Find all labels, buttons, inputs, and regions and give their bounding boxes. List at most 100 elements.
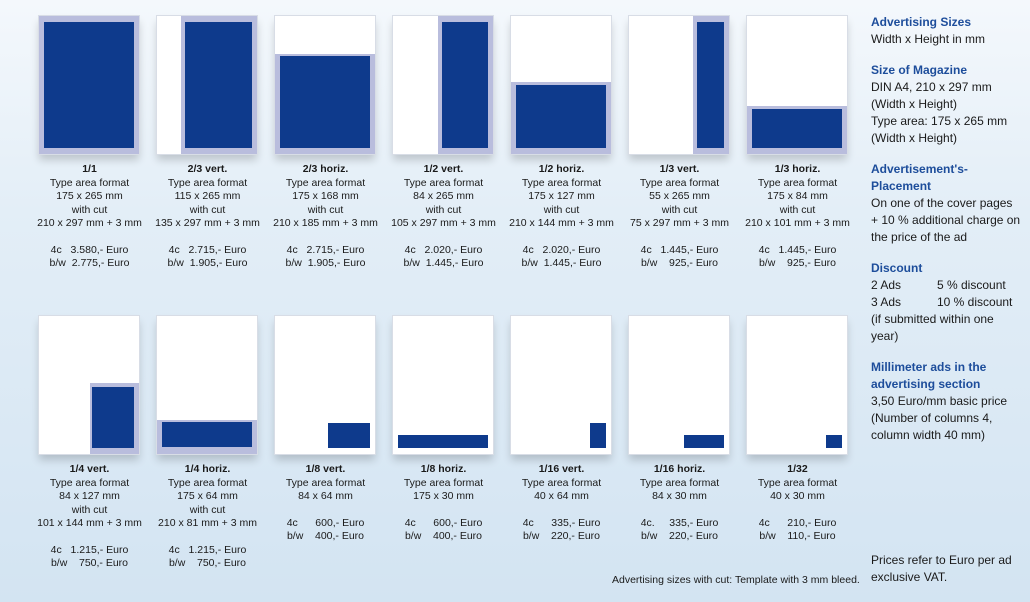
mm-heading: advertising section (871, 377, 981, 391)
format-type-area-label: Type area format (285, 176, 366, 189)
price-bw: b/w 750,- Euro (168, 557, 247, 569)
format-title: 1/8 vert. (305, 463, 346, 475)
discount-heading: Discount (871, 261, 923, 275)
magazine-heading: Size of Magazine (871, 63, 968, 77)
page-thumbnail (157, 16, 257, 154)
price-bw: b/w 220,- Euro (640, 530, 719, 542)
format-with-cut-label: with cut (71, 503, 108, 516)
format-with-cut-label: with cut (543, 203, 580, 216)
prices-line: Prices refer to Euro per ad (871, 553, 1012, 567)
format-cut-dims: 210 x 81 mm + 3 mm (158, 517, 257, 529)
format-title: 1/8 horiz. (420, 463, 467, 475)
magazine-line: (Width x Height) (871, 131, 958, 145)
format-card-1-4-vert: 1/4 vert. Type area format 84 x 127 mm w… (31, 316, 148, 571)
price-bw: b/w 400,- Euro (286, 530, 365, 542)
discount-qty: 3 Ads (871, 295, 902, 309)
format-with-cut-label: with cut (189, 503, 226, 516)
format-type-area-label: Type area format (639, 476, 720, 489)
price-4c: 4c 1.215,- Euro (168, 543, 247, 556)
format-title: 1/3 vert. (659, 163, 700, 175)
page-thumbnail (629, 316, 729, 454)
placement-heading: Advertisement's- (871, 162, 968, 176)
price-4c: 4c 600,- Euro (286, 516, 365, 529)
format-title: 1/2 vert. (423, 163, 464, 175)
page-thumbnail (39, 16, 139, 154)
magazine-line: DIN A4, 210 x 297 mm (871, 80, 992, 94)
price-4c: 4c 600,- Euro (404, 516, 483, 529)
format-title: 1/2 horiz. (538, 163, 585, 175)
mm-line: (Number of columns 4, (871, 411, 993, 425)
format-dims: 115 x 265 mm (174, 190, 241, 202)
magazine-line: (Width x Height) (871, 97, 958, 111)
price-4c: 4c 2.715,- Euro (168, 243, 247, 256)
page-thumbnail (39, 316, 139, 454)
sizes-heading: Advertising Sizes (871, 15, 972, 29)
page-thumbnail (511, 16, 611, 154)
placement-line: the price of the ad (871, 230, 968, 244)
discount-row: 3 Ads 10 % discount (871, 294, 1030, 311)
format-cut-dims: 101 x 144 mm + 3 mm (37, 517, 142, 529)
price-4c: 4c 2.020,- Euro (522, 243, 601, 256)
format-with-cut-label: with cut (71, 203, 108, 216)
price-bw: b/w 1.445,- Euro (521, 257, 602, 269)
price-4c: 4c 2.020,- Euro (404, 243, 483, 256)
placement-line: On one of the cover pages (871, 196, 1013, 210)
format-dims: 40 x 64 mm (534, 490, 589, 502)
format-dims: 175 x 168 mm (292, 190, 359, 202)
price-bw: b/w 110,- Euro (759, 530, 836, 542)
format-with-cut-label: with cut (661, 203, 698, 216)
page-thumbnail (629, 16, 729, 154)
format-dims: 175 x 84 mm (767, 190, 828, 202)
price-bw: b/w 1.905,- Euro (285, 257, 366, 269)
format-card-1-3-horiz: 1/3 horiz. Type area format 175 x 84 mm … (739, 16, 856, 271)
format-dims: 40 x 30 mm (770, 490, 825, 502)
page-thumbnail (393, 16, 493, 154)
price-bw: b/w 2.775,- Euro (49, 257, 130, 269)
format-title: 1/3 horiz. (774, 163, 821, 175)
price-4c: 4c 1.215,- Euro (50, 543, 129, 556)
discount-row: 2 Ads 5 % discount (871, 277, 1030, 294)
format-card-1-3-vert: 1/3 vert. Type area format 55 x 265 mm w… (621, 16, 738, 271)
format-card-1-8-vert: 1/8 vert. Type area format 84 x 64 mm 4c… (267, 316, 384, 544)
format-cut-dims: 135 x 297 mm + 3 mm (155, 217, 260, 229)
format-title: 2/3 vert. (187, 163, 228, 175)
format-dims: 175 x 30 mm (413, 490, 474, 502)
discount-line: (if submitted within one (871, 312, 994, 326)
info-sidebar: Advertising Sizes Width x Height in mm S… (871, 14, 1030, 455)
format-type-area-label: Type area format (521, 176, 602, 189)
price-4c: 4c 2.715,- Euro (286, 243, 365, 256)
format-title: 1/4 horiz. (184, 463, 231, 475)
format-dims: 84 x 30 mm (652, 490, 707, 502)
format-card-1-16-vert: 1/16 vert. Type area format 40 x 64 mm 4… (503, 316, 620, 544)
format-type-area-label: Type area format (757, 476, 838, 489)
format-cut-dims: 210 x 101 mm + 3 mm (745, 217, 850, 229)
prices-note: Prices refer to Euro per ad exclusive VA… (871, 552, 1012, 586)
format-cut-dims: 105 x 297 mm + 3 mm (391, 217, 496, 229)
placement-line: + 10 % additional charge on (871, 213, 1021, 227)
price-bw: b/w 925,- Euro (640, 257, 719, 269)
format-card-1-16-horiz: 1/16 horiz. Type area format 84 x 30 mm … (621, 316, 738, 544)
page-thumbnail (747, 316, 847, 454)
page-thumbnail (511, 316, 611, 454)
page-thumbnail (747, 16, 847, 154)
price-4c: 4c 1.445,- Euro (758, 243, 837, 256)
price-4c: 4c 3.580,- Euro (50, 243, 129, 256)
format-card-2-3-vert: 2/3 vert. Type area format 115 x 265 mm … (149, 16, 266, 271)
format-card-1-8-horiz: 1/8 horiz. Type area format 175 x 30 mm … (385, 316, 502, 544)
page-thumbnail (393, 316, 493, 454)
price-bw: b/w 750,- Euro (50, 557, 129, 569)
discount-value: 10 % discount (937, 295, 1013, 309)
format-card-1-4-horiz: 1/4 horiz. Type area format 175 x 64 mm … (149, 316, 266, 571)
prices-line: exclusive VAT. (871, 570, 948, 584)
format-title: 1/1 (82, 163, 97, 175)
bleed-footnote: Advertising sizes with cut: Template wit… (612, 574, 860, 586)
format-type-area-label: Type area format (757, 176, 838, 189)
format-dims: 175 x 127 mm (528, 190, 595, 202)
format-type-area-label: Type area format (403, 476, 484, 489)
discount-qty: 2 Ads (871, 278, 902, 292)
format-card-1-2-vert: 1/2 vert. Type area format 84 x 265 mm w… (385, 16, 502, 271)
format-dims: 175 x 64 mm (177, 490, 238, 502)
format-dims: 175 x 265 mm (56, 190, 123, 202)
format-with-cut-label: with cut (189, 203, 226, 216)
price-bw: b/w 1.905,- Euro (167, 257, 248, 269)
